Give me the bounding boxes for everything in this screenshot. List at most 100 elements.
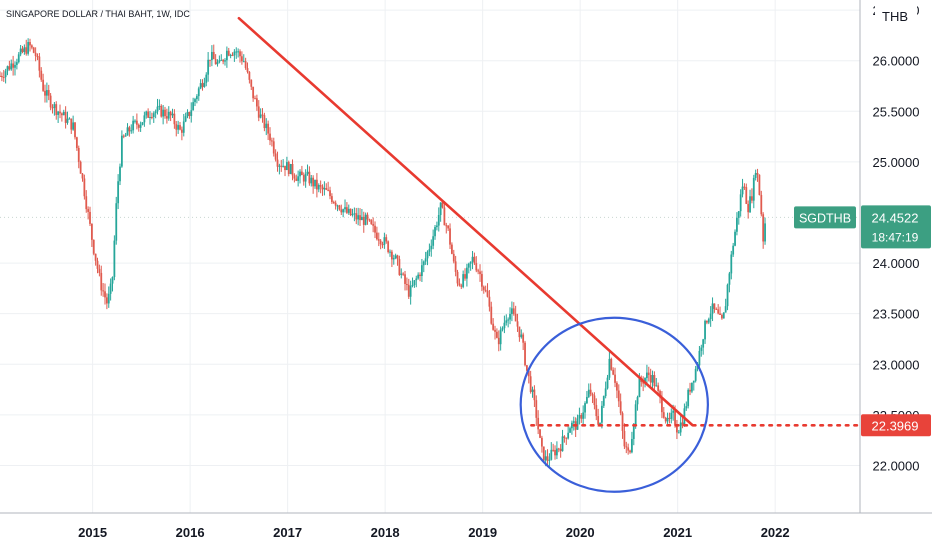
candle-body [743,186,746,188]
candle [426,250,429,266]
candle-body [220,59,223,61]
currency-label: THB [875,5,917,27]
candle-body [150,116,153,118]
candle [437,207,440,232]
candle [49,93,52,111]
candle [554,445,556,460]
candle-body [29,42,31,46]
candle-body [537,417,540,430]
candle-body [14,64,16,68]
candle [92,239,95,256]
candle-body [563,436,566,438]
support-price-badge[interactable]: 22.3969 [861,414,931,437]
candle-body [194,99,196,103]
candle [691,382,693,394]
candle-body [424,258,427,262]
candlestick-series [0,38,766,467]
candle-body [237,51,240,53]
candle-body [0,75,1,77]
candle-body [638,378,641,398]
candle [235,47,238,59]
candle-body [432,236,435,246]
candle-body [124,135,127,137]
candle-body [602,396,605,406]
candle-body [269,133,271,141]
candle [619,393,622,416]
candle-body [169,111,172,116]
candle [668,412,671,424]
candle-body [349,208,352,216]
candle [248,71,251,84]
candle-body [338,205,341,210]
candle-body [542,446,545,461]
candle-body [436,225,438,228]
candle [139,121,142,132]
candle-body [522,334,525,343]
time-tick-label: 2020 [566,525,595,540]
candle [398,255,401,276]
candle-body [53,104,56,108]
candle [751,188,753,204]
candle-body [122,135,125,137]
candle [409,280,412,305]
candle-body [205,74,208,83]
candle-body [407,284,410,297]
candle [30,44,33,50]
candle [454,255,457,277]
candle-body [516,321,519,327]
candle-body [272,141,275,154]
candle-body [569,428,571,433]
candle-body [706,320,708,323]
candle [0,72,3,82]
candle [578,407,581,425]
last-price-badge[interactable]: 24.4522 18:47:19 [861,205,931,249]
price-tick-label: 26.0000 [873,54,920,69]
candle [734,229,736,247]
candle-body [666,417,669,422]
candle-body [357,215,360,220]
candle-body [541,437,543,447]
candle [539,429,541,439]
candle [289,163,292,175]
candle-body [145,111,148,116]
candle [145,110,148,119]
candle [368,218,371,222]
candle [342,208,345,218]
candle-body [456,271,459,284]
candle [724,298,727,313]
candle-body [623,430,626,447]
candle-body [550,449,553,460]
candle-body [300,171,303,176]
candle-body [722,312,725,319]
candle-body [586,396,588,404]
candle-body [509,313,511,320]
downtrend-line[interactable] [237,16,694,427]
candle [329,186,331,200]
candle [601,400,603,429]
time-tick-label: 2015 [78,525,107,540]
candle [141,122,144,126]
candle-body [21,48,24,52]
time-axis-labels[interactable]: 2015 2016 2017 2018 2019 2020 2021 2022 [78,525,789,540]
highlight-ellipse[interactable] [519,316,709,493]
candle-body [182,121,185,133]
candle [317,183,320,193]
candle [162,104,165,125]
candle [295,174,298,182]
candle-body [72,122,75,130]
candle-body [625,446,628,448]
candle [488,290,491,312]
candle [473,252,476,265]
candle-body [642,382,645,384]
candle-body [107,293,110,304]
symbol-badge[interactable]: SGDTHB [794,206,856,229]
candle-body [610,358,613,370]
candle-body [488,296,491,307]
candle-body [739,194,742,212]
candle-body [167,111,170,119]
candle [702,338,705,355]
candle-body [737,211,740,218]
candle [567,425,570,440]
time-tick-label: 2021 [663,525,692,540]
